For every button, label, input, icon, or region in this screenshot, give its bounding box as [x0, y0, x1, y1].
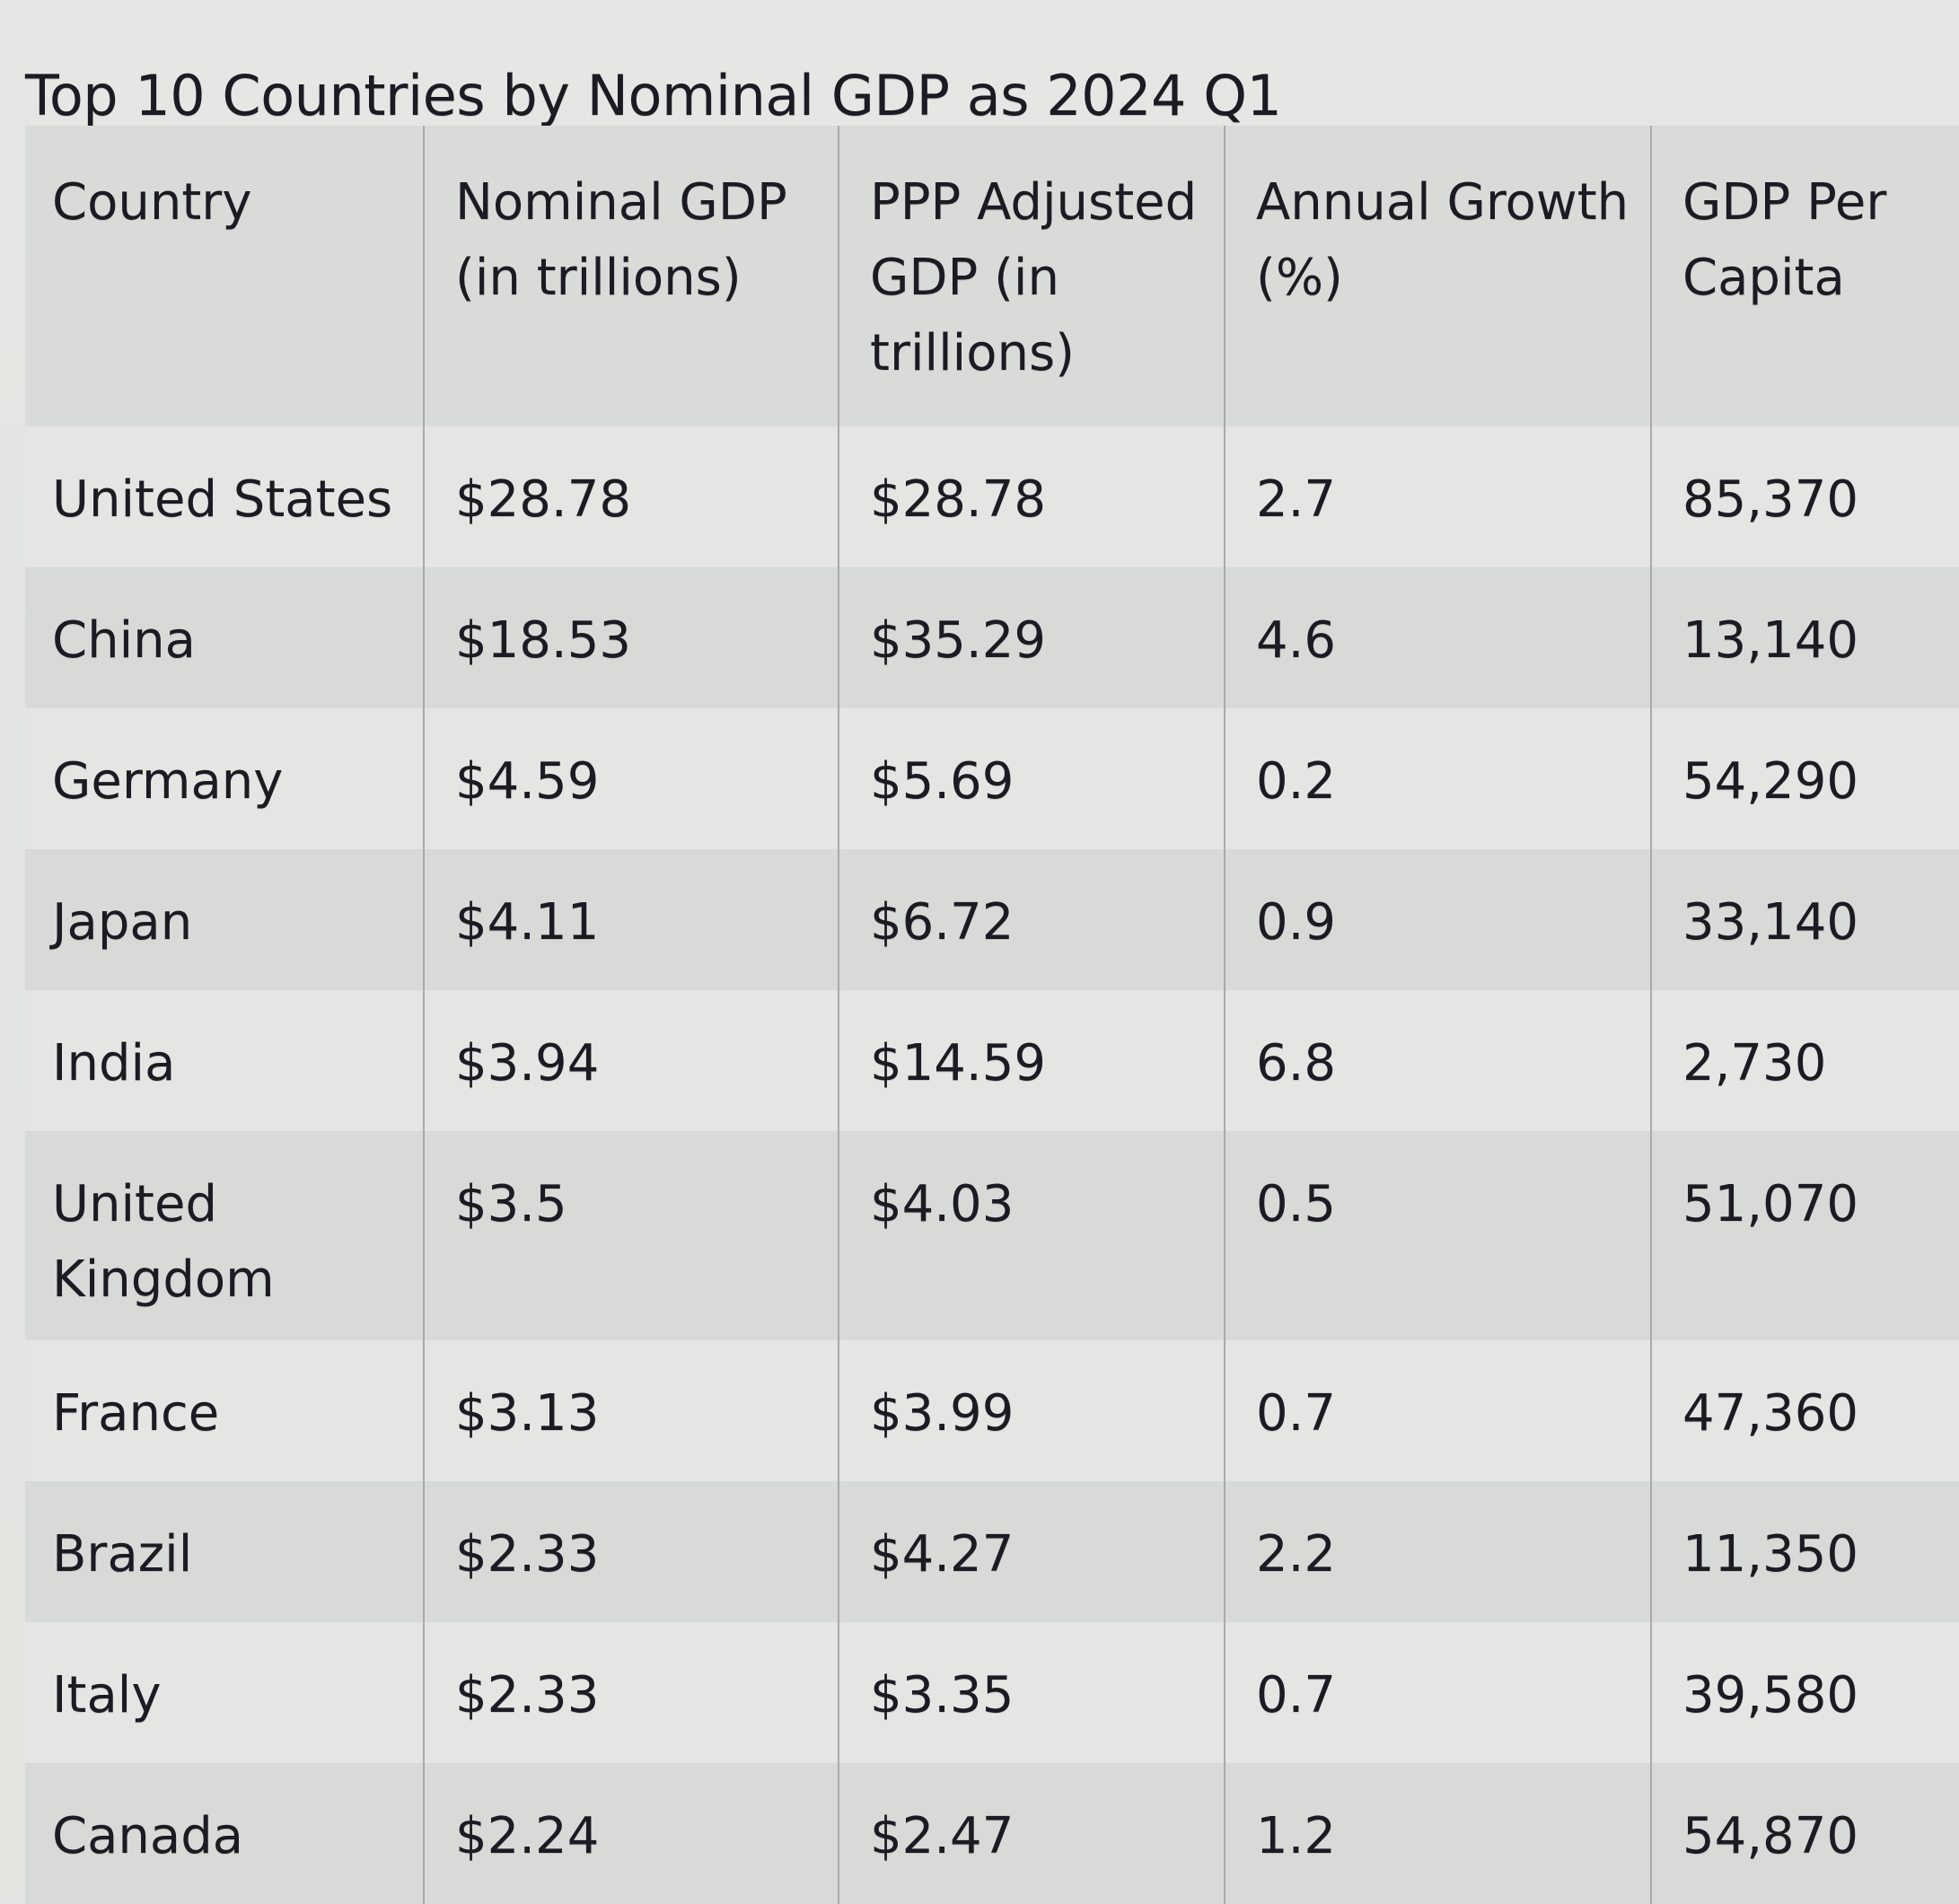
cell-annual-growth: 0.7 [1224, 1340, 1651, 1481]
cell-annual-growth: 0.9 [1224, 849, 1651, 990]
table-row: Japan $4.11 $6.72 0.9 33,140 [25, 849, 1959, 990]
cell-country: United Kingdom [25, 1131, 424, 1340]
cell-gdp-per-capita: 39,580 [1650, 1622, 1959, 1763]
table-header-row: Country Nominal GDP (in trillions) PPP A… [25, 126, 1959, 426]
cell-ppp-gdp: $6.72 [838, 849, 1225, 990]
table-row: France $3.13 $3.99 0.7 47,360 [25, 1340, 1959, 1481]
cell-nominal-gdp: $4.59 [423, 708, 839, 849]
cell-nominal-gdp: $2.33 [423, 1481, 839, 1622]
table-row: United States $28.78 $28.78 2.7 85,370 [25, 426, 1959, 567]
cell-annual-growth: 2.2 [1224, 1481, 1651, 1622]
cell-country: United States [25, 426, 424, 567]
cell-country: Italy [25, 1622, 424, 1763]
table-row: Brazil $2.33 $4.27 2.2 11,350 [25, 1481, 1959, 1622]
cell-ppp-gdp: $3.99 [838, 1340, 1225, 1481]
cell-ppp-gdp: $3.35 [838, 1622, 1225, 1763]
cell-gdp-per-capita: 2,730 [1650, 990, 1959, 1131]
cell-country: Germany [25, 708, 424, 849]
cell-annual-growth: 4.6 [1224, 567, 1651, 708]
cell-ppp-gdp: $2.47 [838, 1763, 1225, 1904]
cell-nominal-gdp: $3.13 [423, 1340, 839, 1481]
cell-nominal-gdp: $4.11 [423, 849, 839, 990]
header-nominal-gdp: Nominal GDP (in trillions) [423, 126, 839, 426]
cell-country: India [25, 990, 424, 1131]
cell-annual-growth: 0.7 [1224, 1622, 1651, 1763]
cell-country: France [25, 1340, 424, 1481]
cell-gdp-per-capita: 47,360 [1650, 1340, 1959, 1481]
cell-nominal-gdp: $18.53 [423, 567, 839, 708]
header-annual-growth: Annual Growth (%) [1224, 126, 1651, 426]
cell-annual-growth: 0.2 [1224, 708, 1651, 849]
cell-country: Japan [25, 849, 424, 990]
cell-nominal-gdp: $2.24 [423, 1763, 839, 1904]
cell-gdp-per-capita: 51,070 [1650, 1131, 1959, 1340]
cell-nominal-gdp: $2.33 [423, 1622, 839, 1763]
cell-gdp-per-capita: 13,140 [1650, 567, 1959, 708]
table-row: India $3.94 $14.59 6.8 2,730 [25, 990, 1959, 1131]
cell-annual-growth: 2.7 [1224, 426, 1651, 567]
cell-country: Canada [25, 1763, 424, 1904]
cell-nominal-gdp: $28.78 [423, 426, 839, 567]
cell-annual-growth: 6.8 [1224, 990, 1651, 1131]
cell-gdp-per-capita: 33,140 [1650, 849, 1959, 990]
cell-gdp-per-capita: 54,290 [1650, 708, 1959, 849]
cell-nominal-gdp: $3.5 [423, 1131, 839, 1340]
header-gdp-per-capita: GDP Per Capita [1650, 126, 1959, 426]
table-row: United Kingdom $3.5 $4.03 0.5 51,070 [25, 1131, 1959, 1340]
table-row: Germany $4.59 $5.69 0.2 54,290 [25, 708, 1959, 849]
cell-ppp-gdp: $5.69 [838, 708, 1225, 849]
cell-annual-growth: 1.2 [1224, 1763, 1651, 1904]
header-ppp-gdp: PPP Adjusted GDP (in trillions) [838, 126, 1225, 426]
cell-annual-growth: 0.5 [1224, 1131, 1651, 1340]
table-row: Canada $2.24 $2.47 1.2 54,870 [25, 1763, 1959, 1904]
cell-ppp-gdp: $14.59 [838, 990, 1225, 1131]
cell-gdp-per-capita: 85,370 [1650, 426, 1959, 567]
cell-ppp-gdp: $4.27 [838, 1481, 1225, 1622]
cell-ppp-gdp: $28.78 [838, 426, 1225, 567]
cell-ppp-gdp: $35.29 [838, 567, 1225, 708]
cell-country: China [25, 567, 424, 708]
cell-ppp-gdp: $4.03 [838, 1131, 1225, 1340]
cell-country: Brazil [25, 1481, 424, 1622]
table-row: China $18.53 $35.29 4.6 13,140 [25, 567, 1959, 708]
gdp-table: Country Nominal GDP (in trillions) PPP A… [25, 126, 1959, 1904]
cell-gdp-per-capita: 54,870 [1650, 1763, 1959, 1904]
table-row: Italy $2.33 $3.35 0.7 39,580 [25, 1622, 1959, 1763]
page-title: Top 10 Countries by Nominal GDP as 2024 … [25, 62, 1282, 128]
header-country: Country [25, 126, 424, 426]
cell-gdp-per-capita: 11,350 [1650, 1481, 1959, 1622]
cell-nominal-gdp: $3.94 [423, 990, 839, 1131]
table-body: United States $28.78 $28.78 2.7 85,370 C… [25, 426, 1959, 1904]
